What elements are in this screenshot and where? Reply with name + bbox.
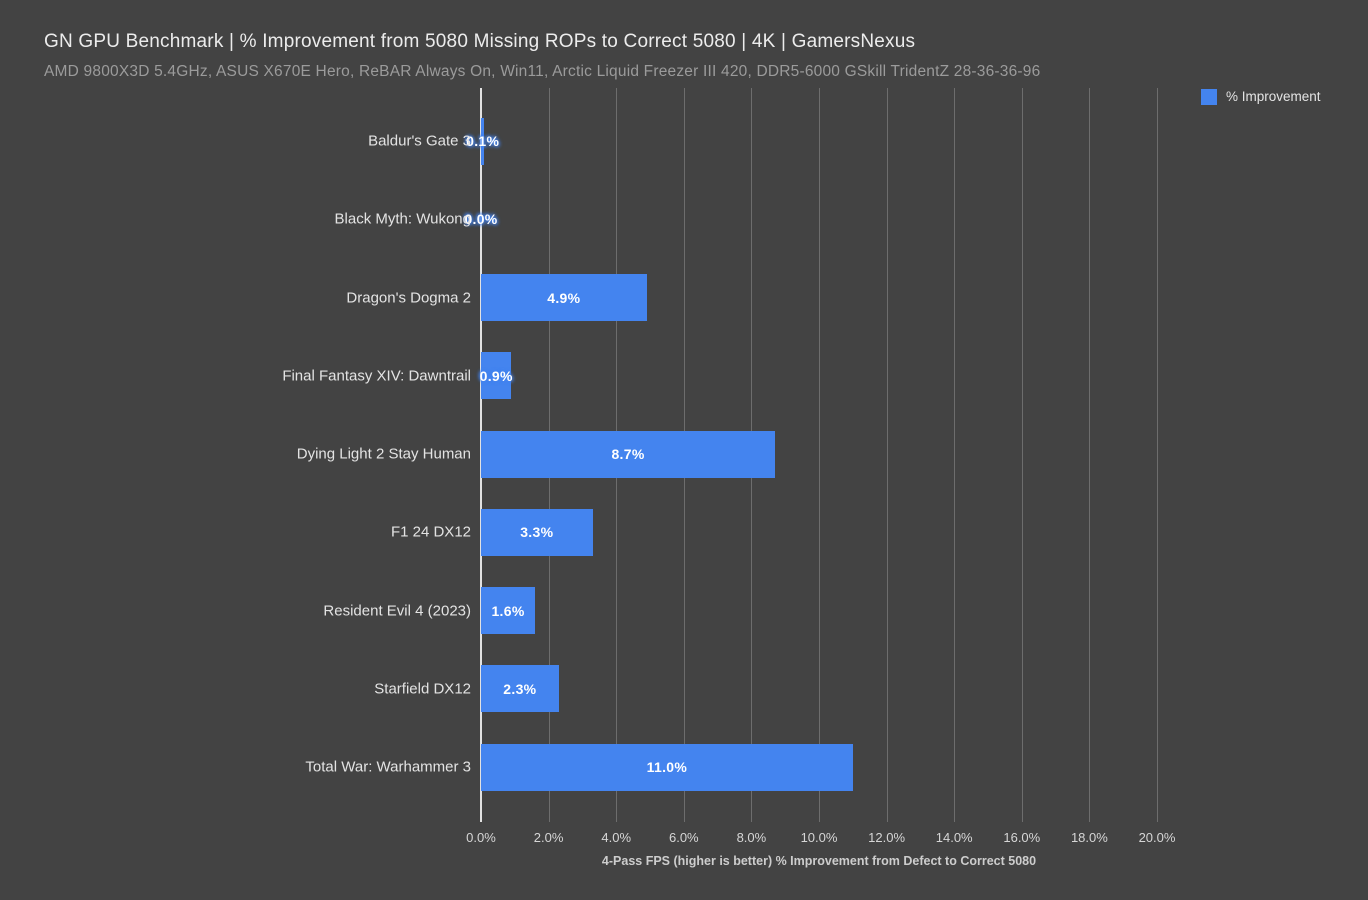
x-axis-tick-label: 2.0% [533, 830, 564, 845]
gridline [819, 88, 820, 822]
bar-value-label: 0.0% [464, 211, 498, 228]
x-axis-tick-label: 8.0% [736, 830, 767, 845]
bar [481, 508, 593, 556]
x-axis-tick-label: 6.0% [668, 830, 699, 845]
bar [481, 743, 853, 791]
bar [481, 352, 512, 400]
chart-subtitle: AMD 9800X3D 5.4GHz, ASUS X670E Hero, ReB… [44, 63, 1041, 80]
category-label: Total War: Warhammer 3 [305, 758, 471, 776]
x-axis-tick-label: 14.0% [935, 830, 973, 845]
category-label: F1 24 DX12 [390, 523, 471, 541]
bar [481, 665, 559, 713]
chart-title: GN GPU Benchmark | % Improvement from 50… [44, 31, 916, 52]
category-label: Black Myth: Wukong [334, 210, 471, 228]
gridline [954, 88, 956, 822]
bar-value-label: 0.1% [466, 133, 500, 149]
legend-series-label: % Improvement [1226, 89, 1321, 104]
bar-value-label: 8.7% [611, 446, 645, 462]
category-label: Baldur's Gate 3 [368, 132, 471, 150]
gridline [1021, 88, 1023, 822]
bar-value-label: 4.9% [547, 289, 581, 306]
plot-area: 0.1% 0.0% 4.9% 0.9% 8.7% 3.3% 1.6% 2.3% 11.0% [464, 88, 1158, 822]
bar [481, 587, 536, 634]
bar-value-label: 2.3% [503, 680, 537, 697]
bar [481, 430, 776, 478]
bar-value-label: 1.6% [491, 602, 525, 619]
bar-value-label: 11.0% [646, 759, 688, 775]
x-axis-title: 4-Pass FPS (higher is better) % Improvem… [601, 854, 1037, 868]
x-axis-tick-label: 16.0% [1003, 830, 1041, 845]
gridline [886, 88, 888, 822]
x-axis-tick-label: 20.0% [1138, 830, 1176, 845]
legend: % Improvement [1201, 88, 1322, 105]
x-axis-tick-label: 4.0% [601, 830, 632, 845]
x-axis-tick-label: 12.0% [868, 830, 906, 845]
x-axis-tick-label: 18.0% [1070, 830, 1108, 845]
legend-swatch-icon [1201, 89, 1217, 105]
category-label: Final Fantasy XIV: Dawntrail [282, 367, 471, 385]
gridline [1089, 88, 1091, 822]
bar [481, 117, 485, 165]
category-label: Dying Light 2 Stay Human [296, 445, 471, 463]
x-axis-tick-label: 10.0% [800, 830, 838, 845]
category-label: Resident Evil 4 (2023) [323, 602, 471, 619]
x-axis-tick-label: 0.0% [466, 830, 496, 845]
gridline [1157, 88, 1158, 822]
category-label: Starfield DX12 [374, 680, 471, 698]
bar [481, 274, 647, 321]
bar-value-label: 3.3% [520, 524, 554, 541]
bar-value-label: 0.9% [479, 367, 513, 384]
category-label: Dragon's Dogma 2 [346, 289, 471, 306]
